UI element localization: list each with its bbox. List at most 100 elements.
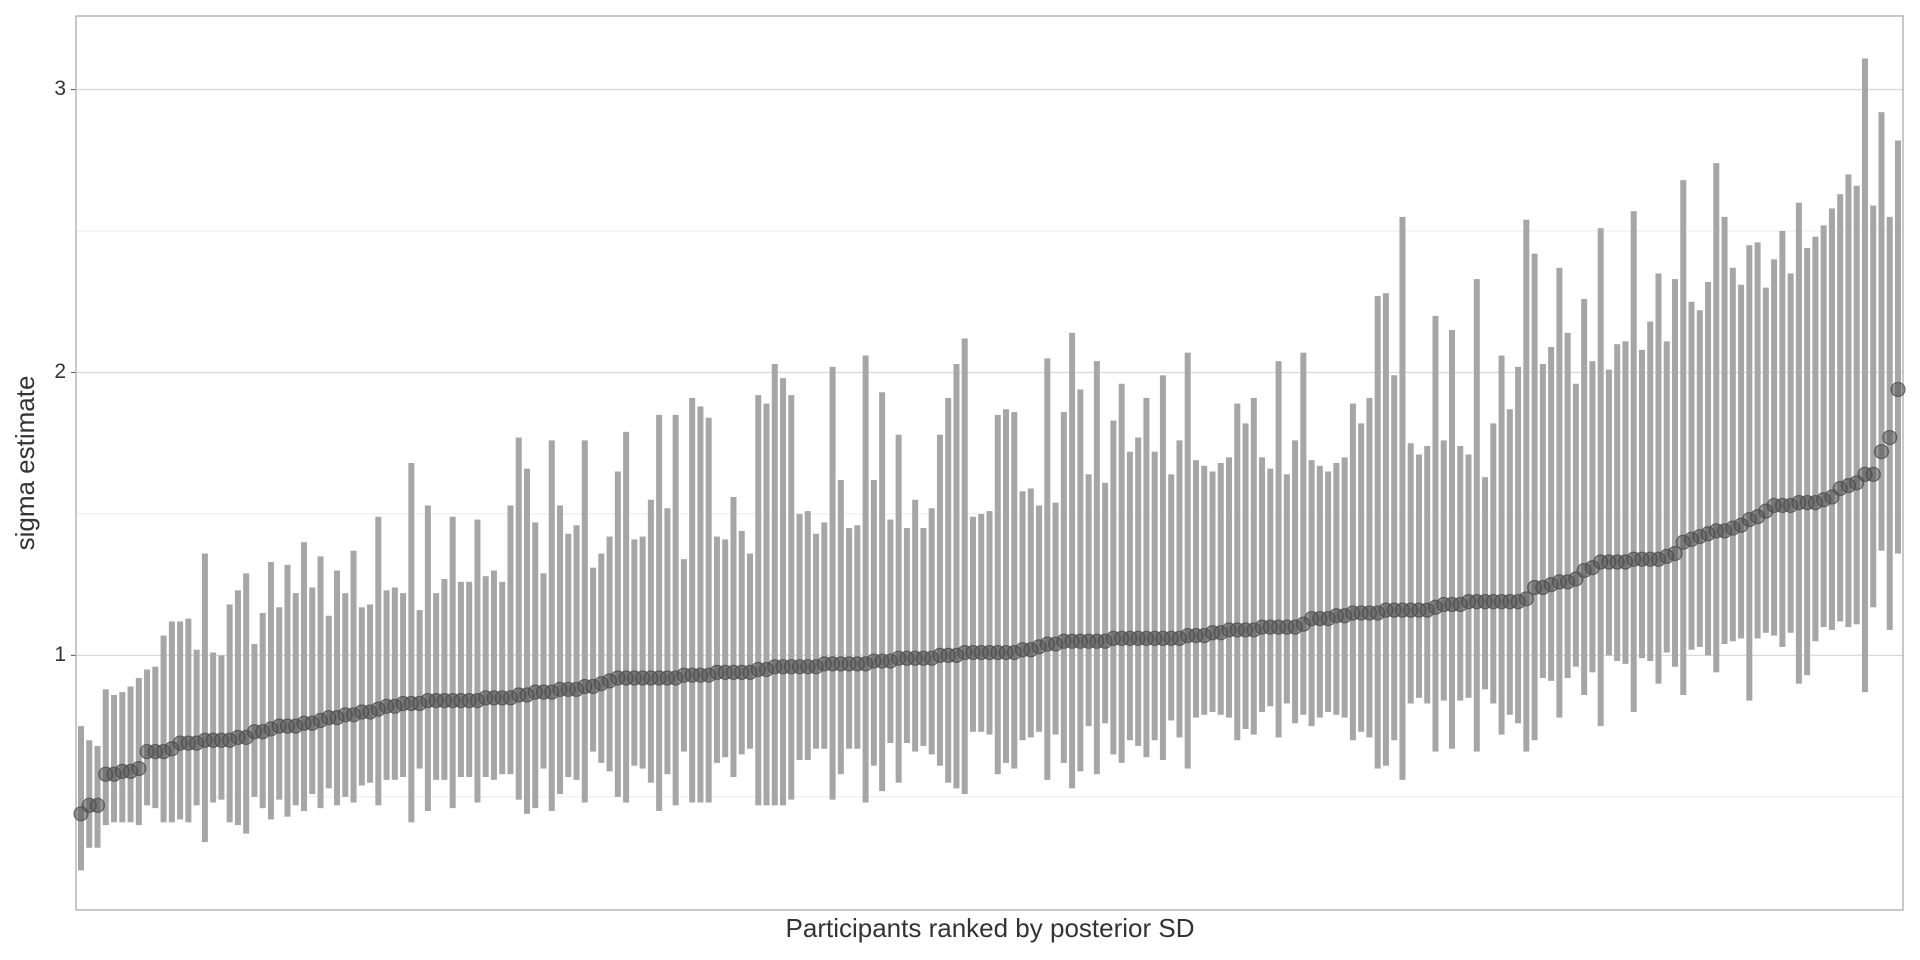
interval-bar [1812, 236, 1819, 642]
interval-bar [994, 414, 1001, 775]
interval-bar [1019, 491, 1026, 741]
interval-bar [705, 417, 712, 803]
interval-bar [424, 505, 431, 811]
interval-bar [903, 528, 910, 744]
interval-bar [309, 587, 316, 795]
interval-bar [606, 536, 613, 772]
interval-bar [292, 593, 299, 806]
interval-bar [251, 644, 258, 797]
interval-bar [358, 607, 365, 786]
interval-bar [474, 519, 481, 803]
interval-bar [945, 397, 952, 783]
interval-bar [1870, 205, 1877, 608]
interval-bar [466, 581, 473, 778]
interval-bar [1226, 457, 1233, 718]
interval-bar [796, 513, 803, 761]
interval-bar [177, 621, 184, 820]
interval-bar [449, 516, 456, 809]
estimate-point [1873, 444, 1890, 460]
interval-bar [854, 525, 861, 749]
interval-bar [1787, 273, 1794, 633]
interval-bar [1597, 228, 1604, 727]
interval-bar [1878, 112, 1885, 551]
interval-bar [400, 593, 407, 778]
interval-bar [1201, 465, 1208, 715]
interval-bar [1895, 140, 1901, 554]
interval-bar [1548, 347, 1555, 681]
interval-bar [1308, 460, 1315, 727]
interval-bar [548, 440, 555, 811]
interval-bar [895, 434, 902, 783]
interval-bar [1605, 369, 1612, 656]
interval-bar [276, 607, 283, 800]
interval-bar [1325, 471, 1332, 712]
plot-border [75, 15, 1904, 911]
interval-bar [1523, 219, 1530, 752]
interval-bar [1828, 208, 1835, 630]
interval-bar [532, 522, 539, 809]
interval-bar [928, 508, 935, 755]
interval-bar [375, 516, 382, 806]
interval-bar [1192, 460, 1199, 718]
interval-bar [1655, 273, 1662, 684]
interval-bar [1093, 361, 1100, 775]
interval-bar [1531, 253, 1538, 741]
interval-bar [1705, 281, 1712, 656]
interval-bar [1473, 279, 1480, 752]
estimate-point [1865, 466, 1881, 482]
interval-bar [185, 618, 192, 823]
interval-bar [598, 553, 605, 763]
interval-bar [1490, 423, 1497, 704]
interval-bar [1316, 465, 1323, 718]
y-tick-label: 2 [54, 360, 66, 383]
interval-bar [1696, 310, 1703, 647]
interval-bar [837, 479, 844, 775]
interval-bar [1754, 242, 1761, 639]
interval-bar [730, 496, 737, 778]
interval-bar [94, 745, 101, 848]
interval-bar [1358, 423, 1365, 732]
interval-bar [1333, 463, 1340, 715]
interval-bar [936, 434, 943, 766]
interval-bar [631, 539, 638, 766]
interval-bar [1482, 477, 1489, 690]
interval-bar [1457, 446, 1464, 701]
interval-bar [1721, 216, 1728, 645]
interval-bar [218, 655, 225, 800]
interval-bar [367, 604, 374, 783]
interval-bar [1837, 194, 1844, 622]
interval-bar [1440, 440, 1447, 701]
interval-bar [573, 525, 580, 780]
interval-bar [1275, 361, 1282, 738]
interval-bar [1432, 315, 1439, 752]
y-tick-label: 3 [54, 77, 66, 100]
interval-bar [391, 587, 398, 780]
interval-bar [1060, 412, 1067, 763]
interval-bar [1614, 344, 1621, 662]
interval-bar [1151, 451, 1158, 741]
interval-bar [986, 511, 993, 735]
interval-bar [672, 414, 679, 806]
interval-bar [342, 593, 349, 797]
interval-bar [829, 366, 836, 800]
interval-bar [978, 513, 985, 732]
interval-bar [1572, 383, 1579, 667]
interval-bar [862, 355, 869, 803]
interval-bar [433, 593, 440, 780]
interval-bar [127, 686, 134, 823]
interval-bar [523, 468, 530, 814]
interval-bar [1647, 321, 1654, 662]
interval-bar [1110, 420, 1117, 755]
interval-bar [1077, 389, 1084, 772]
interval-bar [697, 406, 704, 803]
interval-bar [680, 559, 687, 752]
interval-bar [78, 726, 84, 871]
interval-bar [1853, 185, 1860, 625]
interval-bar [1011, 412, 1018, 769]
interval-bar [317, 556, 324, 809]
interval-bar [408, 463, 415, 823]
interval-bar [1209, 471, 1216, 712]
interval-bar [507, 505, 514, 775]
interval-bar [1283, 474, 1290, 704]
interval-bar [1159, 375, 1166, 761]
